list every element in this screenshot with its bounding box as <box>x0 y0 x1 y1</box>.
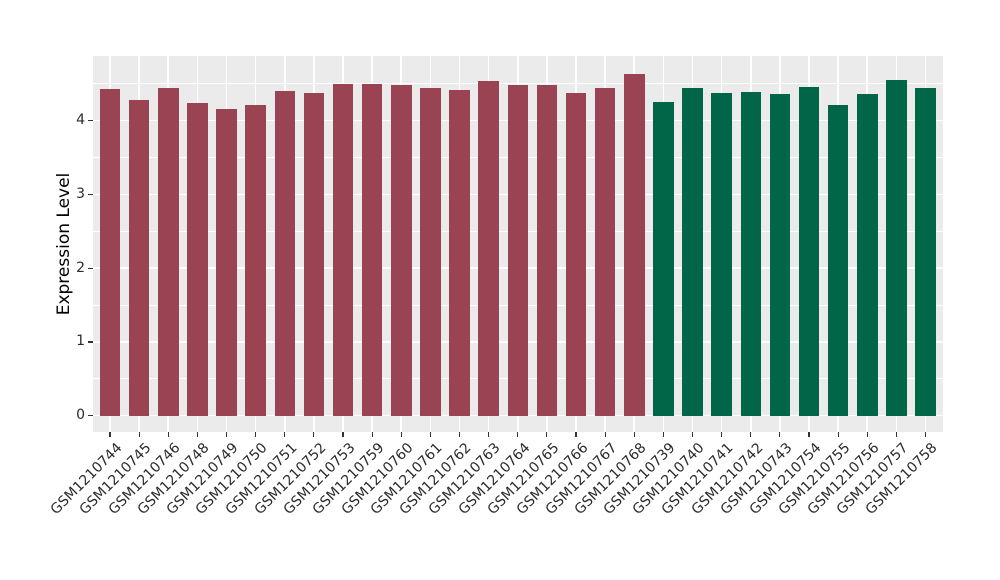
y-tick-label: 3 <box>76 185 85 202</box>
x-tick-mark <box>866 432 868 437</box>
bar <box>245 105 266 416</box>
x-tick-mark <box>138 432 140 437</box>
y-tick-label: 4 <box>76 112 85 129</box>
bar <box>857 94 878 416</box>
x-tick-mark <box>400 432 402 437</box>
bar <box>507 84 528 416</box>
bar <box>420 87 441 416</box>
x-tick-mark <box>313 432 315 437</box>
x-tick-mark <box>808 432 810 437</box>
plot-panel <box>93 56 943 432</box>
bar <box>303 93 325 416</box>
bar <box>332 83 354 416</box>
x-tick-mark <box>604 432 606 437</box>
x-tick-mark <box>458 432 461 437</box>
y-tick-mark <box>88 193 93 196</box>
x-tick-mark <box>575 432 577 437</box>
bar <box>274 91 295 416</box>
x-tick-mark <box>167 432 169 437</box>
x-tick-mark <box>691 432 694 437</box>
x-tick-mark <box>837 432 839 437</box>
x-tick-mark <box>895 432 897 437</box>
bar <box>391 85 412 416</box>
x-tick-mark <box>488 432 490 437</box>
x-tick-mark <box>546 432 548 437</box>
bar <box>478 80 499 416</box>
bar <box>827 105 849 416</box>
y-tick-mark <box>88 415 93 417</box>
bar <box>653 101 674 416</box>
x-tick-mark <box>342 432 344 437</box>
x-tick-mark <box>109 432 111 437</box>
y-tick-label: 0 <box>76 407 85 424</box>
x-tick-mark <box>371 432 373 437</box>
bar <box>886 80 907 416</box>
x-tick-mark <box>750 432 752 437</box>
y-tick-mark <box>88 120 93 122</box>
bar <box>216 108 237 416</box>
bar <box>99 88 121 416</box>
bar <box>769 94 791 416</box>
x-tick-mark <box>924 432 927 437</box>
bar <box>711 93 732 416</box>
bar <box>187 103 208 416</box>
x-tick-mark <box>662 432 664 437</box>
horizontal-gridline-major <box>93 414 943 417</box>
bar <box>158 87 179 416</box>
bar <box>915 87 936 416</box>
bar <box>565 93 587 416</box>
bar <box>536 84 558 416</box>
y-tick-label: 1 <box>76 333 85 350</box>
bar <box>361 83 383 416</box>
x-tick-mark <box>779 432 781 437</box>
bar <box>624 74 645 416</box>
x-tick-mark <box>196 432 198 437</box>
x-tick-mark <box>517 432 519 437</box>
bar <box>798 86 820 416</box>
y-tick-mark <box>88 267 93 269</box>
x-tick-mark <box>255 432 257 437</box>
bar <box>128 100 150 416</box>
x-tick-mark <box>429 432 431 437</box>
horizontal-gridline-minor <box>93 83 943 85</box>
y-tick-mark <box>88 341 93 343</box>
bar <box>594 88 616 416</box>
x-tick-mark <box>633 432 635 437</box>
x-tick-mark <box>225 432 228 437</box>
y-tick-label: 2 <box>76 259 85 276</box>
x-tick-mark <box>721 432 723 437</box>
bar <box>740 91 761 416</box>
bar <box>449 89 470 416</box>
x-tick-mark <box>284 432 286 437</box>
bar <box>682 87 703 416</box>
